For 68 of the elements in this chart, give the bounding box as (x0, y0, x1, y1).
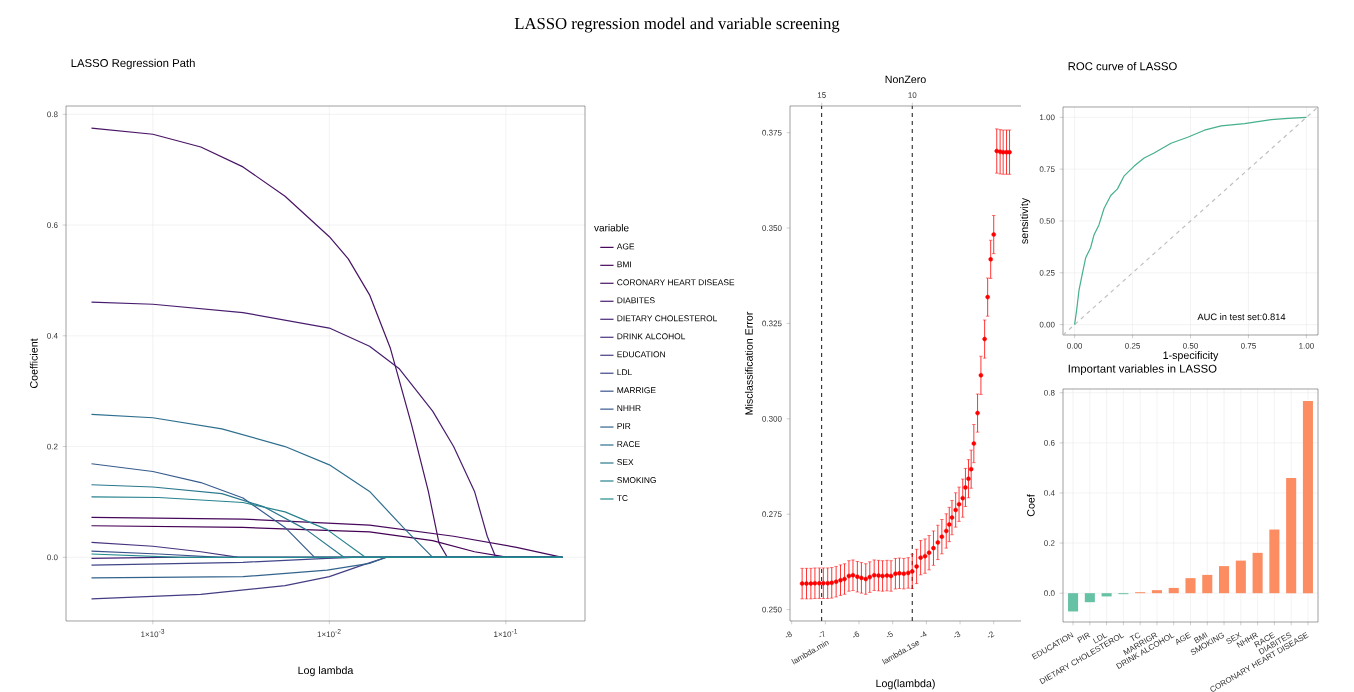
x-tick-label: 0.50 (1183, 343, 1198, 349)
x-axis-title: Log(lambda) (876, 679, 935, 690)
legend-label: AGE (616, 243, 635, 250)
y-tick-label: 0.6 (47, 222, 58, 228)
y-tick-label: 0.8 (47, 111, 58, 118)
x-axis-title: Log lambda (298, 666, 354, 677)
y-tick-label: 1.00 (1040, 114, 1055, 121)
y-tick-label: 0.00 (1039, 321, 1055, 328)
y-axis-title: Coef (1026, 494, 1035, 517)
y-axis-title: sensitivity (1020, 197, 1031, 244)
y-tick-label: 0.2 (1044, 540, 1055, 546)
x-tick-label: -4 (920, 631, 927, 638)
y-tick-label: 0.250 (762, 606, 782, 613)
x-tick-label: 0.00 (1067, 343, 1083, 349)
legend-label: NHHR (617, 405, 641, 412)
legend-label: DRINK ALCOHOL (617, 333, 686, 340)
x-tick-label: 1×10$^{-2}$ (317, 629, 341, 638)
legend-label: RACE (617, 441, 640, 448)
y-tick-label: 0.50 (1039, 218, 1055, 224)
legend-title: variable (594, 224, 629, 232)
x-tick-label: AGE (1176, 632, 1192, 646)
y-tick-label: 0.300 (762, 415, 782, 422)
x-tick-label: 0.25 (1125, 343, 1140, 349)
y-tick-label: 0.0 (1044, 590, 1055, 597)
chart-title: Important variables in LASSO (1068, 364, 1217, 375)
legend-label: MARRIGE (617, 387, 656, 394)
y-tick-label: 0.25 (1039, 269, 1055, 276)
y-tick-label: 0.2 (47, 443, 58, 450)
x-tick-label: -3 (954, 631, 961, 638)
y-axis-title: Misclassification Error (744, 311, 753, 415)
y-tick-label: 0.275 (762, 511, 782, 518)
x-tick-label: 1×10$^{-3}$ (141, 629, 165, 638)
legend-label: SEX (617, 459, 634, 466)
x-axis-title: 1-specificity (1163, 351, 1219, 362)
y-tick-label: 0.4 (1044, 490, 1055, 496)
legend-label: BMI (617, 261, 631, 268)
y-tick-label: 0.4 (47, 332, 58, 339)
y-tick-label: 0.325 (762, 320, 782, 327)
x-tick-label: -8 (785, 631, 792, 638)
x-tick-label: 1.00 (1299, 343, 1314, 349)
y-tick-label: 0.350 (762, 225, 782, 231)
x2-tick-label: 10 (908, 92, 917, 98)
legend-label: CORONARY HEART DISEASE (617, 279, 735, 286)
x-tick-label: -6 (853, 631, 860, 638)
x-tick-label: -2 (987, 631, 995, 638)
legend-label: EDUCATION (617, 351, 665, 358)
legend-label: SMOKING (617, 477, 656, 484)
legend-label: LDL (617, 369, 632, 376)
legend-label: PIR (617, 423, 631, 429)
y-tick-label: 0.8 (1044, 389, 1055, 396)
y-tick-label: 0.75 (1039, 166, 1055, 173)
y-tick-label: 0.0 (47, 554, 58, 561)
x-tick-label: 1×10$^{-1}$ (494, 629, 518, 638)
chart-subtitle: LASSO Regression Path (71, 58, 195, 70)
x2-tick-label: 15 (817, 92, 826, 98)
legend-label: TC (616, 495, 628, 502)
x-tick-label: 0.75 (1240, 343, 1256, 349)
legend-label: DIETARY CHOLESTEROL (617, 315, 718, 322)
annotation: AUC in test set:0.814 (1197, 313, 1286, 321)
chart-title: ROC curve of LASSO (1068, 61, 1177, 71)
y-axis-title: Coefficient (29, 338, 38, 389)
text: LASSO regression model and variable screening (514, 17, 840, 33)
y-tick-label: 0.6 (1044, 440, 1055, 446)
x-tick-label: -5 (886, 631, 893, 638)
y-tick-label: 0.375 (762, 129, 782, 136)
legend-label: DIABITES (617, 297, 655, 304)
x-tick-label: -7 (819, 630, 825, 638)
x2-axis-title: NonZero (885, 75, 926, 84)
